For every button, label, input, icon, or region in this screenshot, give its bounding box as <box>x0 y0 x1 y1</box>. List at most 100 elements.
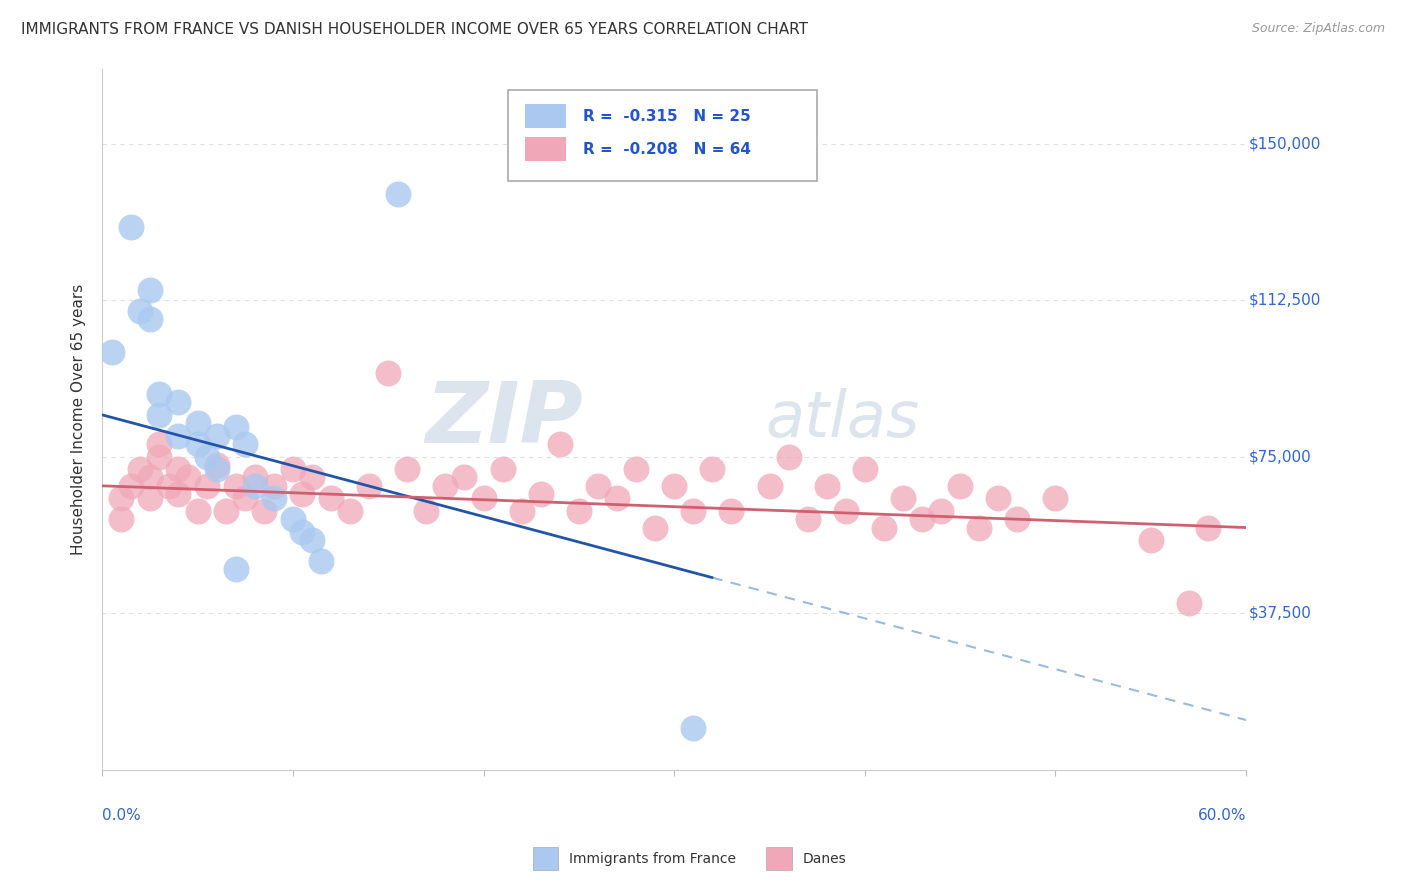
Point <box>233 491 256 506</box>
Text: 0.0%: 0.0% <box>103 808 141 823</box>
Point <box>195 450 218 464</box>
Y-axis label: Householder Income Over 65 years: Householder Income Over 65 years <box>72 284 86 555</box>
Point <box>263 479 285 493</box>
Point <box>624 462 647 476</box>
Text: $37,500: $37,500 <box>1249 606 1312 621</box>
Point <box>205 429 228 443</box>
Point <box>891 491 914 506</box>
Point <box>987 491 1010 506</box>
Point <box>720 504 742 518</box>
Point <box>682 721 704 735</box>
Point <box>434 479 457 493</box>
Text: atlas: atlas <box>766 388 920 450</box>
Point <box>263 491 285 506</box>
Point <box>291 487 314 501</box>
Point <box>758 479 780 493</box>
Text: Danes: Danes <box>803 852 846 866</box>
Point <box>215 504 238 518</box>
Point <box>139 470 162 484</box>
Point <box>548 437 571 451</box>
Point <box>472 491 495 506</box>
Point <box>225 479 247 493</box>
Point <box>148 450 170 464</box>
Text: 60.0%: 60.0% <box>1198 808 1246 823</box>
Point <box>167 487 190 501</box>
Point <box>148 387 170 401</box>
Point <box>644 520 666 534</box>
Point <box>396 462 419 476</box>
Point <box>873 520 896 534</box>
Point <box>186 437 208 451</box>
Point <box>1197 520 1219 534</box>
Point <box>225 420 247 434</box>
Point <box>778 450 800 464</box>
Point <box>853 462 876 476</box>
Point <box>129 462 152 476</box>
Point <box>664 479 686 493</box>
Text: Immigrants from France: Immigrants from France <box>569 852 737 866</box>
Point <box>186 416 208 430</box>
Text: R =  -0.315   N = 25: R = -0.315 N = 25 <box>582 109 751 124</box>
Point <box>359 479 381 493</box>
Point <box>281 462 304 476</box>
Point <box>167 429 190 443</box>
Point <box>815 479 838 493</box>
Point <box>377 366 399 380</box>
Point <box>139 312 162 326</box>
Point <box>510 504 533 518</box>
Point <box>233 437 256 451</box>
Point <box>243 470 266 484</box>
Bar <box>526 104 565 128</box>
Point <box>243 479 266 493</box>
Point <box>929 504 952 518</box>
Point <box>110 512 132 526</box>
Point <box>1007 512 1029 526</box>
Point <box>148 437 170 451</box>
Point <box>530 487 553 501</box>
Text: $150,000: $150,000 <box>1249 136 1320 151</box>
Point <box>100 345 122 359</box>
Point <box>586 479 609 493</box>
Point <box>415 504 437 518</box>
Point <box>281 512 304 526</box>
Point <box>157 479 180 493</box>
Point <box>1140 533 1163 547</box>
Point <box>702 462 724 476</box>
Point <box>911 512 934 526</box>
Text: $75,000: $75,000 <box>1249 449 1312 464</box>
Point <box>225 562 247 576</box>
Point <box>167 395 190 409</box>
Bar <box>526 136 565 161</box>
Point <box>1045 491 1067 506</box>
Point <box>301 533 323 547</box>
Point <box>606 491 628 506</box>
Text: $112,500: $112,500 <box>1249 293 1320 308</box>
Point <box>120 479 142 493</box>
Point <box>1178 596 1201 610</box>
Point <box>139 491 162 506</box>
Point <box>835 504 858 518</box>
Text: Source: ZipAtlas.com: Source: ZipAtlas.com <box>1251 22 1385 36</box>
Point <box>301 470 323 484</box>
Point <box>195 479 218 493</box>
Point <box>967 520 990 534</box>
Point <box>682 504 704 518</box>
Point <box>205 458 228 472</box>
Point <box>491 462 513 476</box>
Text: ZIP: ZIP <box>425 377 582 460</box>
Point <box>453 470 475 484</box>
Point <box>110 491 132 506</box>
Point <box>253 504 276 518</box>
Point <box>311 554 333 568</box>
Point <box>796 512 818 526</box>
Point <box>949 479 972 493</box>
Point <box>167 462 190 476</box>
Point <box>148 408 170 422</box>
Point <box>120 220 142 235</box>
Point <box>387 186 409 201</box>
Point <box>339 504 361 518</box>
Point <box>568 504 591 518</box>
FancyBboxPatch shape <box>509 89 817 181</box>
Text: IMMIGRANTS FROM FRANCE VS DANISH HOUSEHOLDER INCOME OVER 65 YEARS CORRELATION CH: IMMIGRANTS FROM FRANCE VS DANISH HOUSEHO… <box>21 22 808 37</box>
Point <box>186 504 208 518</box>
